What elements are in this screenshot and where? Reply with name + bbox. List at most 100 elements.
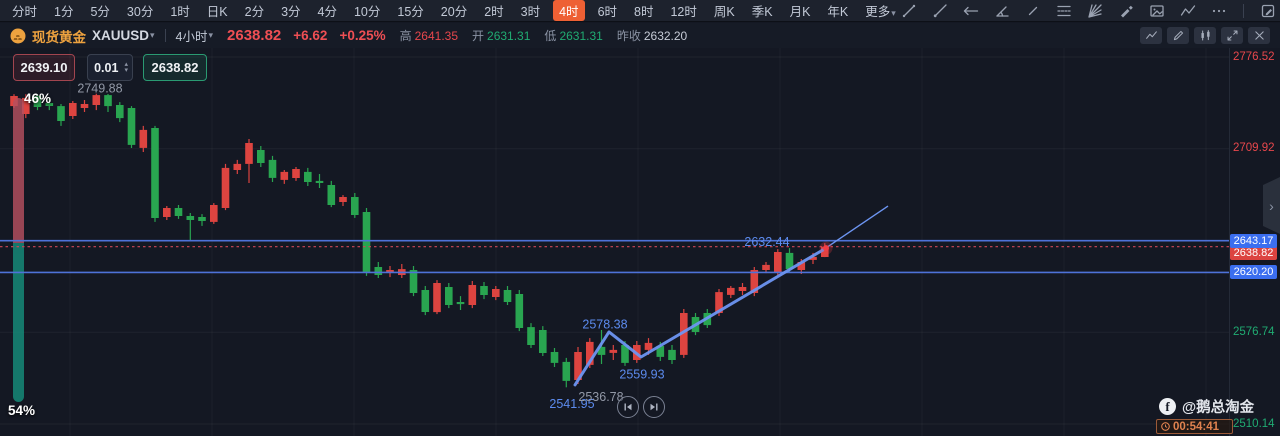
close-icon <box>1254 31 1264 40</box>
draw-button[interactable] <box>1167 27 1189 44</box>
timeframe-1分[interactable]: 1分 <box>54 5 74 19</box>
horizontal-line-tool[interactable] <box>962 2 980 20</box>
short-percentage-label: 54% <box>8 403 36 418</box>
edit-tools-group <box>1259 2 1280 20</box>
timeframe-toolbar: 分时 1分 5分 30分 1时 日K 2分 3分 4分 10分 15分 20分 2时 3时 4时 6时 8时 12… <box>0 0 1280 22</box>
candle-style-button[interactable] <box>1194 27 1216 44</box>
ray-line-icon <box>933 3 947 17</box>
timeframe-3时[interactable]: 3时 <box>520 5 541 19</box>
timeframe-1时[interactable]: 1时 <box>170 5 190 19</box>
fullscreen-icon <box>1227 30 1237 41</box>
compare-button[interactable] <box>1140 27 1162 44</box>
fib-retracement-tool[interactable] <box>1055 2 1073 20</box>
interval-select[interactable]: 4小时 <box>175 30 208 44</box>
last-price: 2638.82 <box>227 27 282 44</box>
zigzag-tool[interactable] <box>1179 2 1197 20</box>
divider <box>164 29 166 42</box>
timeframe-15分[interactable]: 15分 <box>397 5 424 19</box>
fib-retracement-icon <box>1057 5 1071 16</box>
timeframe-年K[interactable]: 年K <box>827 5 849 19</box>
timeframe-12时[interactable]: 12时 <box>670 5 697 19</box>
high-stat: 高 2641.35 <box>399 29 459 43</box>
timeframe-4分[interactable]: 4分 <box>317 5 337 19</box>
instrument-symbol[interactable]: XAUUSD <box>92 28 150 43</box>
timeframe-30分[interactable]: 30分 <box>126 5 154 19</box>
timeframe-8时[interactable]: 8时 <box>634 5 654 19</box>
quantity-value[interactable]: 0.01 <box>94 60 119 75</box>
price-axis-border <box>1229 48 1230 436</box>
candle-style-icon <box>1200 30 1210 41</box>
gold-coin-icon <box>10 28 26 43</box>
axis-tick: 2709.92 <box>1233 142 1275 155</box>
timeframe-2时[interactable]: 2时 <box>484 5 504 19</box>
svg-text:2632.44: 2632.44 <box>744 235 789 249</box>
svg-text:2578.38: 2578.38 <box>582 317 627 331</box>
edit-note-tool[interactable] <box>1259 2 1277 20</box>
image-tool[interactable] <box>1148 2 1166 20</box>
timeframe-3分[interactable]: 3分 <box>281 5 301 19</box>
ray-line-tool[interactable] <box>931 2 949 20</box>
toolbar-divider <box>1242 3 1244 18</box>
timeframe-周K[interactable]: 周K <box>713 5 735 19</box>
watermark-text: @鹅总淘金 <box>1182 400 1255 416</box>
fullscreen-button[interactable] <box>1221 27 1243 44</box>
scroll-to-latest-button[interactable] <box>643 396 665 418</box>
interval-dropdown-caret[interactable]: ▾ <box>208 30 214 40</box>
svg-text:2749.88: 2749.88 <box>77 81 122 95</box>
timeframe-6时[interactable]: 6时 <box>597 5 618 19</box>
trend-angle-tool[interactable] <box>993 2 1011 20</box>
timeframe-4时[interactable]: 4时 <box>553 0 585 21</box>
svg-text:2559.93: 2559.93 <box>619 368 664 382</box>
timeframe-更多[interactable]: 更多▾ <box>865 5 896 19</box>
buy-button[interactable]: 2638.82 <box>143 54 207 81</box>
gann-fan-icon <box>1088 3 1102 18</box>
timeframe-日K[interactable]: 日K <box>206 5 228 19</box>
current-price-label: 2638.82 <box>1230 245 1277 260</box>
close-button[interactable] <box>1248 27 1270 44</box>
svg-text:2536.78: 2536.78 <box>578 390 623 404</box>
quantity-down-icon[interactable]: ▾ <box>124 66 128 74</box>
gann-fan-tool[interactable] <box>1086 2 1104 20</box>
sell-button[interactable]: 2639.10 <box>13 54 75 81</box>
instrument-bar: 现货黄金 XAUUSD ▾ 4小时 ▾ 2638.82 +6.62 +0.25%… <box>0 23 1280 48</box>
timeframe-分时[interactable]: 分时 <box>12 5 38 19</box>
timeframe-季K[interactable]: 季K <box>751 5 773 19</box>
chevron-right-icon: › <box>1269 197 1274 214</box>
instrument-dropdown-caret[interactable]: ▾ <box>150 30 155 40</box>
expand-panel-tab[interactable]: › <box>1263 177 1280 234</box>
brush-icon <box>1120 5 1133 17</box>
compare-icon <box>1145 31 1157 39</box>
price-change-pct: +0.25% <box>339 28 386 43</box>
zigzag-icon <box>1180 4 1195 16</box>
skip-to-start-icon <box>624 403 632 411</box>
timeframe-月K[interactable]: 月K <box>789 5 811 19</box>
clock-icon <box>1161 422 1170 431</box>
quantity-up-icon[interactable]: ▴ <box>124 60 128 68</box>
chart-quick-actions <box>1140 27 1270 44</box>
axis-tick: 2510.14 <box>1233 417 1275 430</box>
countdown-value: 00:54:41 <box>1173 420 1220 433</box>
instrument-name[interactable]: 现货黄金 <box>32 29 86 45</box>
scroll-back-button[interactable] <box>617 396 639 418</box>
more-icon <box>1212 9 1225 12</box>
prevclose-stat: 昨收 2632.20 <box>616 29 688 43</box>
timeframe-10分[interactable]: 10分 <box>353 5 381 19</box>
axis-tick: 2776.52 <box>1233 50 1275 63</box>
trend-line-tool[interactable] <box>900 2 918 20</box>
more-tool[interactable] <box>1210 2 1228 20</box>
timeframe-2分[interactable]: 2分 <box>244 5 265 19</box>
short-line-tool[interactable] <box>1024 2 1042 20</box>
brush-tool[interactable] <box>1117 2 1135 20</box>
timeframe-20分[interactable]: 20分 <box>440 5 468 19</box>
trend-line-icon <box>902 4 915 17</box>
timeframe-5分[interactable]: 5分 <box>90 5 110 19</box>
edit-note-icon <box>1261 4 1274 17</box>
more-caret-icon: ▾ <box>891 8 896 18</box>
timeframe-list: 分时 1分 5分 30分 1时 日K 2分 3分 4分 10分 15分 20分 2时 3时 4时 6时 8时 12… <box>8 0 900 21</box>
horizontal-line-icon <box>963 6 978 15</box>
quantity-stepper[interactable]: 0.01 ▴ ▾ <box>87 54 133 81</box>
watermark: f @鹅总淘金 <box>1159 396 1254 417</box>
quantity-spinner: ▴ ▾ <box>124 60 132 74</box>
long-percentage-label: 46% <box>24 91 52 106</box>
